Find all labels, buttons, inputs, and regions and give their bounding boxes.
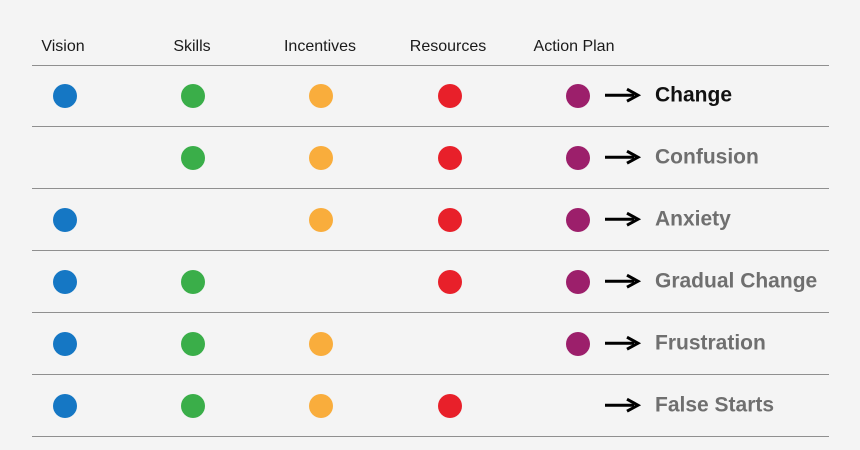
- action-plan-dot: [566, 208, 590, 232]
- right-arrow-icon: [605, 211, 642, 227]
- vision-dot: [53, 394, 77, 418]
- table-row: Frustration: [0, 313, 860, 375]
- row-divider: [32, 436, 829, 437]
- header-action-plan: Action Plan: [533, 38, 615, 55]
- resources-dot: [438, 84, 462, 108]
- resources-dot: [438, 270, 462, 294]
- outcome-label: Confusion: [655, 145, 759, 169]
- right-arrow-icon: [605, 149, 642, 165]
- incentives-dot: [309, 332, 333, 356]
- outcome-label: Gradual Change: [655, 269, 818, 293]
- outcome-label: Change: [655, 83, 733, 107]
- skills-dot: [181, 394, 205, 418]
- right-arrow-icon: [605, 273, 642, 289]
- incentives-dot: [309, 394, 333, 418]
- header-vision: Vision: [41, 38, 85, 55]
- skills-dot: [181, 84, 205, 108]
- vision-dot: [53, 332, 77, 356]
- incentives-dot: [309, 146, 333, 170]
- table-row: False Starts: [0, 375, 860, 437]
- table-row: Change: [0, 65, 860, 127]
- outcome-label: Anxiety: [655, 207, 731, 231]
- vision-dot: [53, 270, 77, 294]
- action-plan-dot: [566, 332, 590, 356]
- skills-dot: [181, 332, 205, 356]
- header-incentives: Incentives: [283, 38, 357, 55]
- row-divider: [32, 188, 829, 189]
- skills-dot: [181, 270, 205, 294]
- skills-dot: [181, 146, 205, 170]
- row-divider: [32, 312, 829, 313]
- vision-dot: [53, 84, 77, 108]
- resources-dot: [438, 208, 462, 232]
- row-divider: [32, 126, 829, 127]
- action-plan-dot: [566, 270, 590, 294]
- row-divider: [32, 65, 829, 66]
- table-row: Anxiety: [0, 189, 860, 251]
- incentives-dot: [309, 208, 333, 232]
- header-skills: Skills: [173, 38, 211, 55]
- action-plan-dot: [566, 146, 590, 170]
- outcome-label: Frustration: [655, 331, 766, 355]
- right-arrow-icon: [605, 397, 642, 413]
- right-arrow-icon: [605, 335, 642, 351]
- resources-dot: [438, 394, 462, 418]
- resources-dot: [438, 146, 462, 170]
- table-row: Confusion: [0, 127, 860, 189]
- incentives-dot: [309, 84, 333, 108]
- row-divider: [32, 374, 829, 375]
- action-plan-dot: [566, 84, 590, 108]
- header-resources: Resources: [409, 38, 487, 55]
- vision-dot: [53, 208, 77, 232]
- outcome-label: False Starts: [655, 393, 775, 417]
- row-divider: [32, 250, 829, 251]
- right-arrow-icon: [605, 87, 642, 103]
- table-row: Gradual Change: [0, 251, 860, 313]
